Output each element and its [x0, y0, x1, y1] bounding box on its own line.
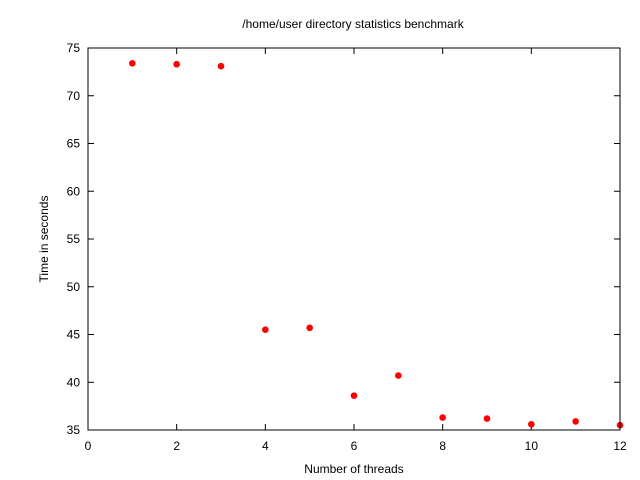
y-tick-label: 55 [67, 232, 81, 246]
y-axis-label: Time in seconds [37, 196, 51, 283]
y-tick-label: 45 [67, 328, 81, 342]
y-tick-label: 70 [67, 89, 81, 103]
data-point [395, 372, 402, 379]
y-tick-label: 60 [67, 184, 81, 198]
x-tick-label: 4 [262, 439, 269, 453]
data-point [217, 62, 225, 70]
data-point [173, 60, 180, 68]
y-tick-label: 40 [67, 375, 81, 389]
data-point [350, 392, 358, 399]
data-point [262, 326, 269, 334]
y-tick-label: 65 [67, 137, 81, 151]
axis-ticks: 0 2 4 6 8 10 12 35 40 45 50 55 60 65 70 75 [67, 41, 627, 453]
y-tick-label: 35 [67, 423, 81, 437]
data-point [306, 324, 313, 332]
x-tick-label: 10 [525, 439, 539, 453]
data-point [483, 415, 491, 422]
data-points [129, 59, 624, 429]
data-point [129, 59, 136, 67]
chart-title: /home/user directory statistics benchmar… [242, 17, 464, 31]
x-tick-label: 12 [613, 439, 627, 453]
x-tick-label: 2 [173, 439, 180, 453]
x-tick-label: 0 [85, 439, 92, 453]
x-tick-label: 8 [439, 439, 446, 453]
x-tick-label: 6 [351, 439, 358, 453]
y-tick-label: 50 [67, 280, 81, 294]
data-point [572, 418, 579, 425]
data-point [528, 420, 535, 428]
plot-frame [87, 47, 621, 431]
x-axis-label: Number of threads [304, 462, 403, 476]
y-tick-label: 75 [67, 41, 81, 55]
data-point [439, 414, 446, 421]
